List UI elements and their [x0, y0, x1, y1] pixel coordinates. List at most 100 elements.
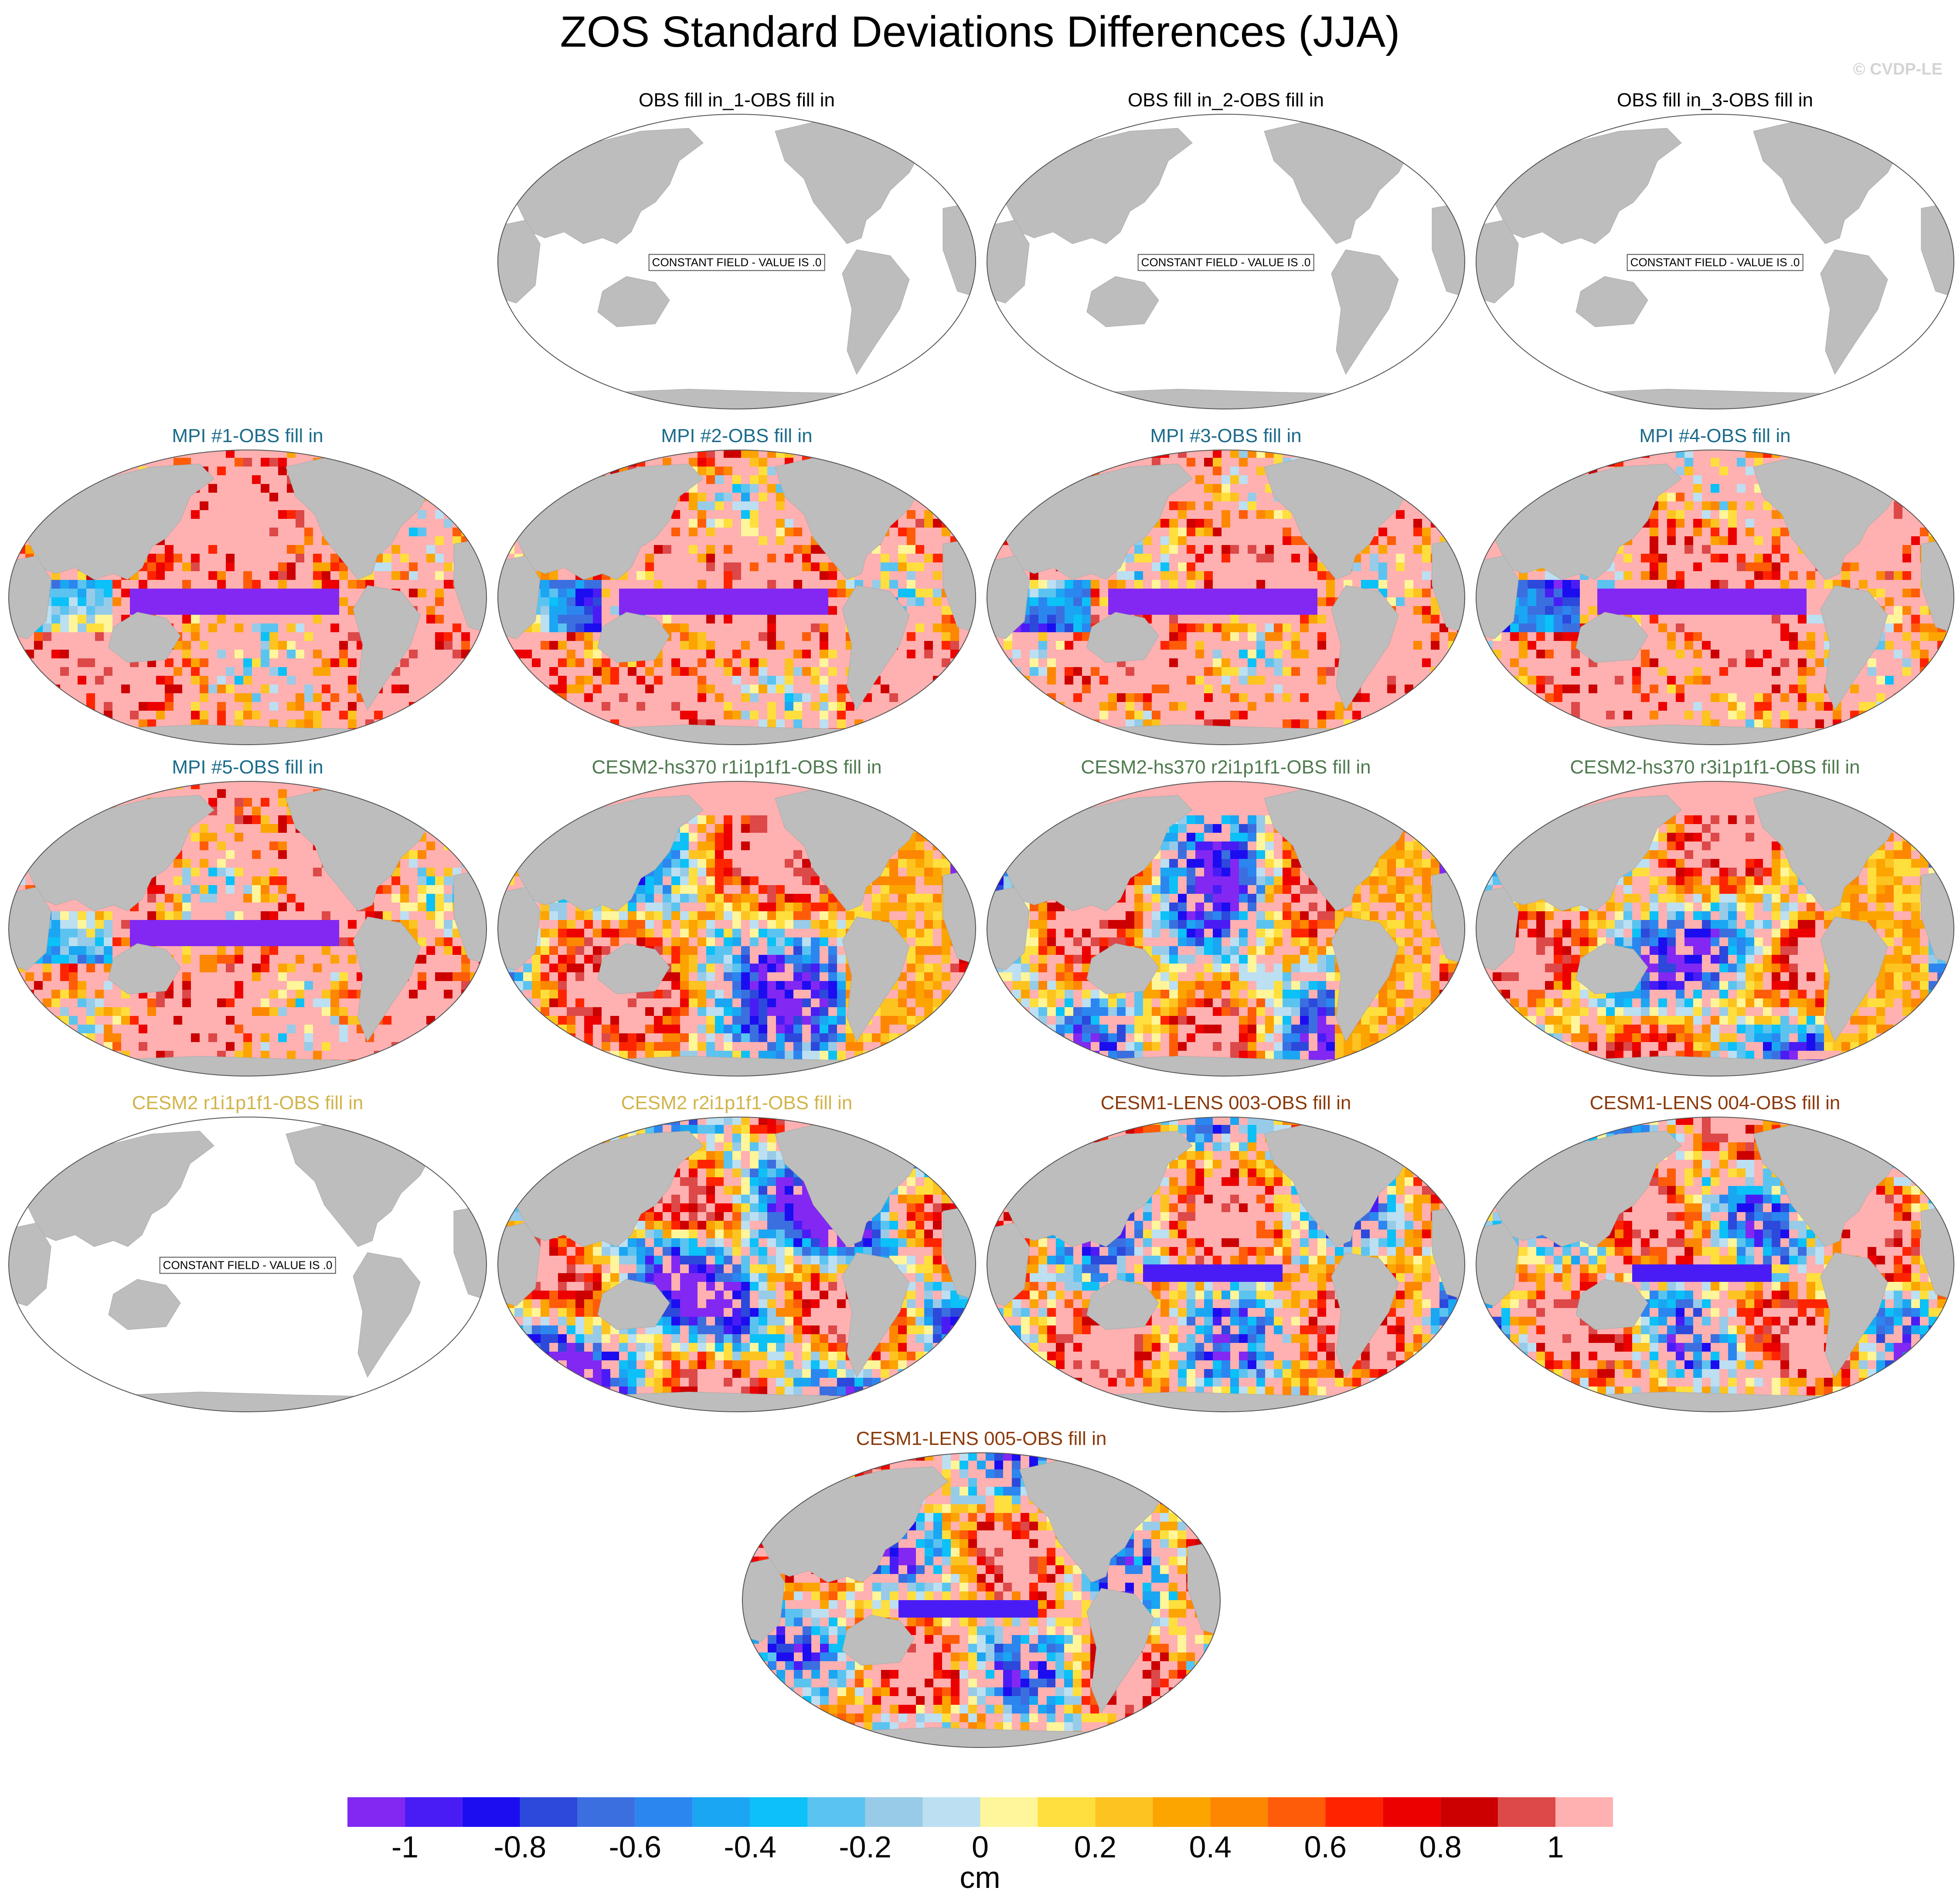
landmass — [1887, 792, 1941, 828]
colorbar-tick-label: 1 — [1547, 1830, 1564, 1864]
landmass — [1476, 887, 1519, 971]
landmass — [544, 724, 929, 745]
landmass — [9, 887, 51, 971]
landmass — [1494, 128, 1682, 244]
panel-title: MPI #3-OBS fill in — [986, 423, 1466, 449]
landmass — [789, 1727, 1174, 1748]
world-map — [987, 781, 1465, 1077]
landmass — [1494, 1131, 1682, 1247]
landmass — [1887, 1128, 1941, 1164]
world-map — [497, 781, 976, 1077]
panel-title: MPI #4-OBS fill in — [1475, 423, 1955, 449]
map-outline — [987, 114, 1465, 409]
landmass — [108, 1279, 181, 1330]
world-map — [8, 450, 487, 745]
landmass — [55, 1056, 440, 1076]
landmass — [1086, 1588, 1154, 1714]
landmass — [544, 1391, 929, 1412]
colorbar-swatch — [980, 1797, 1038, 1827]
landmass — [544, 1056, 929, 1076]
map-panel: MPI #1-OBS fill in — [8, 423, 487, 746]
landmass — [1398, 792, 1452, 828]
colorbar-tick-label: -0.6 — [609, 1830, 661, 1864]
landmass — [1034, 1056, 1418, 1076]
colorbar-swatch — [807, 1797, 865, 1827]
map-outline — [987, 450, 1465, 745]
map-panel: CESM1-LENS 003-OBS fill in — [986, 1090, 1466, 1413]
colorbar-swatch — [865, 1797, 923, 1827]
landmass — [597, 612, 670, 663]
landmass — [1398, 1128, 1452, 1164]
landmass — [516, 1131, 704, 1247]
colorbar-tick-label: 0 — [972, 1830, 989, 1864]
landmass — [516, 795, 704, 911]
colorbar-unit-label: cm — [960, 1860, 1000, 1894]
map-panel: CESM1-LENS 004-OBS fill in — [1475, 1090, 1955, 1413]
landmass — [1331, 916, 1399, 1042]
map-outline — [742, 1452, 1221, 1748]
landmass — [987, 555, 1030, 639]
landmass — [909, 125, 963, 161]
constant-field-note: CONSTANT FIELD - VALUE IS .0 — [648, 254, 825, 271]
landmass — [1398, 125, 1452, 161]
landmass — [1523, 1056, 1907, 1076]
landmass — [420, 1128, 473, 1164]
colorbar-swatch — [1325, 1797, 1383, 1827]
map-panel: CESM2 r1i1p1f1-OBS fill in CONSTANT FIELD… — [8, 1090, 487, 1413]
colorbar-swatch — [1210, 1797, 1268, 1827]
colorbar-tick-label: 0.8 — [1419, 1830, 1461, 1864]
landmass — [9, 555, 51, 639]
landmass — [987, 1223, 1030, 1306]
colorbar-swatch — [347, 1797, 405, 1827]
landmass — [9, 1223, 51, 1306]
landmass — [55, 724, 440, 745]
constant-field-note: CONSTANT FIELD - VALUE IS .0 — [1627, 254, 1803, 271]
colorbar-tick-label: 0.2 — [1074, 1830, 1116, 1864]
panel-title: CESM1-LENS 004-OBS fill in — [1475, 1090, 1955, 1116]
colorbar-swatch — [1268, 1797, 1326, 1827]
landmass — [108, 612, 181, 663]
panel-title: CESM2 r1i1p1f1-OBS fill in — [8, 1090, 487, 1116]
landmass — [1086, 612, 1159, 663]
colorbar-tick-label: -1 — [391, 1830, 419, 1864]
map-panel: MPI #5-OBS fill in — [8, 754, 487, 1077]
world-map — [497, 450, 976, 745]
landmass — [1575, 276, 1648, 327]
landmass — [1398, 460, 1452, 497]
map-panel: OBS fill in_2-OBS fill in CONSTANT FIELD … — [986, 87, 1466, 410]
landmass — [544, 388, 929, 409]
world-map — [742, 1452, 1221, 1748]
map-outline — [8, 781, 487, 1077]
landmass — [1005, 128, 1193, 244]
map-panel: CESM2-hs370 r1i1p1f1-OBS fill in — [497, 754, 977, 1077]
world-map — [497, 1117, 976, 1412]
landmass — [1154, 1463, 1207, 1500]
landmass — [842, 1252, 910, 1378]
landmass — [1887, 125, 1941, 161]
landmass — [1887, 460, 1941, 497]
map-outline — [987, 1117, 1465, 1412]
landmass — [1034, 1391, 1418, 1412]
landmass — [842, 1615, 915, 1666]
landmass — [1005, 463, 1193, 580]
colorbar-swatch — [922, 1797, 980, 1827]
landmass — [742, 1558, 785, 1642]
landmass — [420, 460, 473, 497]
landmass — [1820, 249, 1888, 375]
map-outline — [497, 114, 976, 409]
map-outline — [8, 1117, 487, 1412]
landmass — [1523, 388, 1907, 409]
landmass — [987, 887, 1030, 971]
map-outline — [8, 450, 487, 745]
colorbar-tick-label: -0.2 — [839, 1830, 892, 1864]
colorbar-swatch — [1383, 1797, 1441, 1827]
map-panel: MPI #3-OBS fill in — [986, 423, 1466, 746]
world-map — [987, 1117, 1465, 1412]
colorbar-swatch — [405, 1797, 463, 1827]
world-map — [1476, 781, 1954, 1077]
map-outline — [987, 781, 1465, 1077]
colorbar-swatch — [1555, 1797, 1613, 1827]
landmass — [516, 128, 704, 244]
landmass — [987, 220, 1030, 303]
map-panel: CESM1-LENS 005-OBS fill in — [742, 1426, 1221, 1748]
